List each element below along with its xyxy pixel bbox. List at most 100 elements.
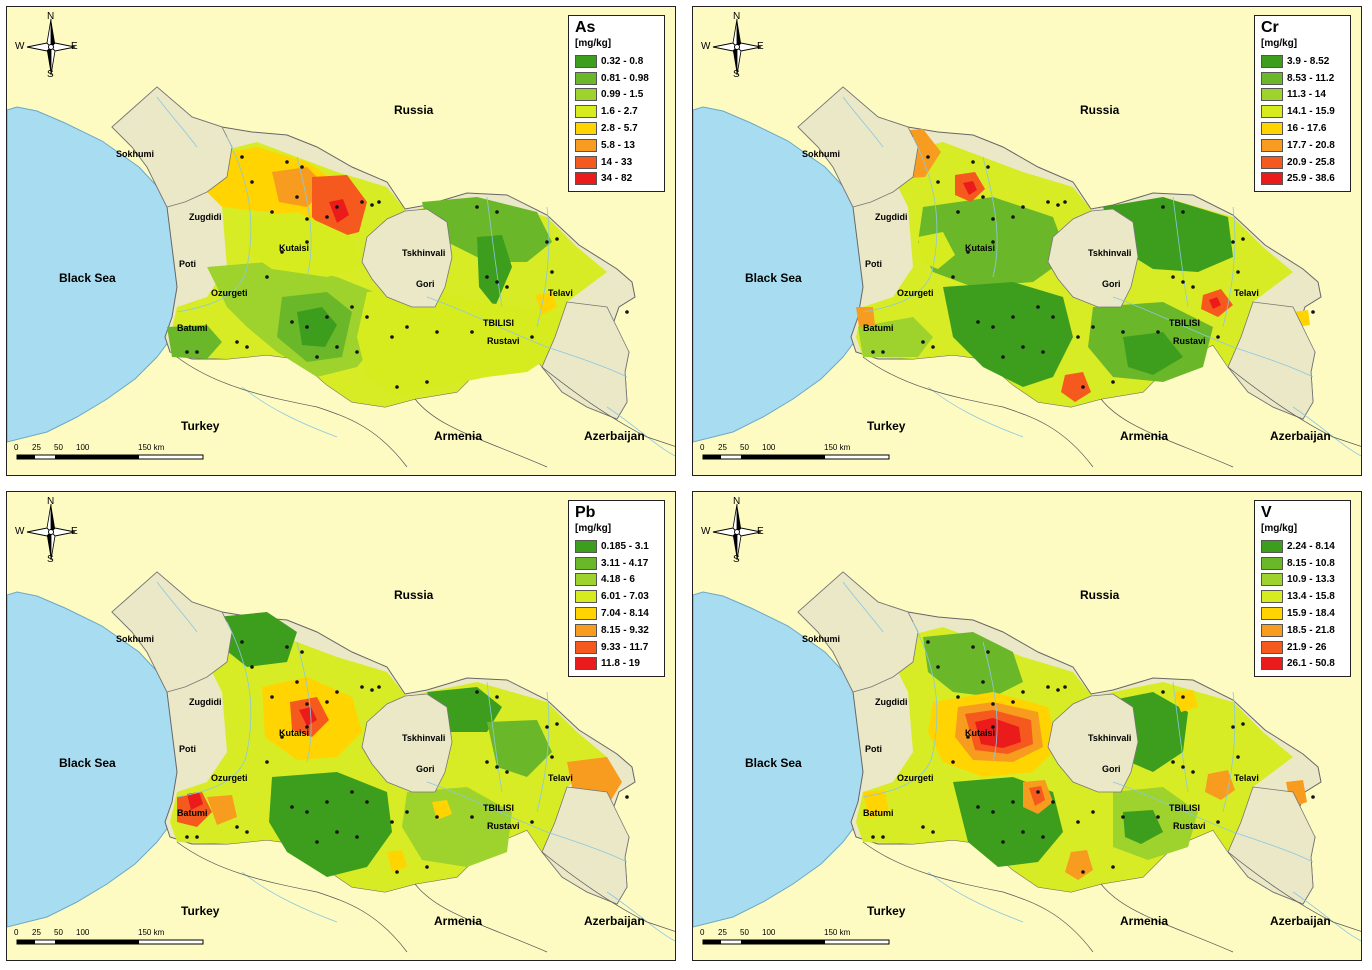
sampling-site [505, 285, 509, 289]
concentration-zone-8 [329, 199, 349, 223]
sampling-site [1111, 865, 1115, 869]
sampling-site [335, 690, 339, 694]
legend-swatch [1261, 640, 1283, 654]
legend-label: 20.9 - 25.8 [1287, 156, 1335, 168]
sampling-site [1046, 685, 1050, 689]
legend-swatch [1261, 657, 1283, 671]
legend-label: 21.9 - 26 [1287, 641, 1327, 653]
place-label-telavi: Telavi [1234, 288, 1259, 298]
compass-s-label: S [47, 554, 54, 565]
sampling-site [505, 770, 509, 774]
compass-w-label: W [701, 41, 711, 52]
sampling-site [370, 688, 374, 692]
sampling-site [285, 160, 289, 164]
legend-item: 0.99 - 1.5 [575, 87, 658, 104]
legend-label: 5.8 - 13 [601, 139, 635, 151]
legend-swatch [1261, 172, 1283, 186]
legend-item: 9.33 - 11.7 [575, 639, 658, 656]
place-label-gori: Gori [1102, 279, 1121, 289]
sampling-site [475, 690, 479, 694]
place-label-sokhumi: Sokhumi [802, 149, 841, 159]
legend-swatch [575, 71, 597, 85]
sampling-site [245, 345, 249, 349]
sampling-site [555, 722, 559, 726]
compass-n-label: N [47, 496, 55, 507]
south-ossetia-area [361, 208, 453, 308]
scale-tick-label: 50 [740, 443, 749, 452]
river [982, 641, 998, 763]
sampling-site [936, 180, 940, 184]
sampling-site [1191, 285, 1195, 289]
legend-swatch [575, 54, 597, 68]
place-label-tskhinvali: Tskhinvali [1088, 733, 1132, 743]
abkhazia-area [797, 571, 919, 693]
sampling-site [1076, 335, 1080, 339]
sampling-site [295, 195, 299, 199]
scale-tick-label: 100 [76, 928, 90, 937]
sampling-site [305, 725, 309, 729]
sampling-site [280, 250, 284, 254]
legend-item: 4.18 - 6 [575, 572, 658, 589]
river [862, 136, 938, 313]
legend-swatch [575, 573, 597, 587]
map-panel-as: Russia Turkey Armenia Azerbaijan Black Sea So… [6, 6, 676, 476]
place-label-azerbaijan: Azerbaijan [1270, 429, 1331, 443]
concentration-zone-8 [187, 792, 203, 810]
sampling-site [360, 685, 364, 689]
sampling-site [335, 205, 339, 209]
legend-label: 0.81 - 0.98 [601, 72, 649, 84]
scale-tick-label: 100 [76, 443, 90, 452]
place-label-kutaisi: Kutaisi [279, 728, 310, 738]
river [1222, 691, 1236, 813]
place-label-kutaisi: Kutaisi [965, 243, 996, 253]
sampling-site [325, 800, 329, 804]
sampling-site [1311, 310, 1315, 314]
river [1112, 296, 1314, 378]
legend-label: 11.8 - 19 [601, 658, 640, 670]
sampling-site [550, 270, 554, 274]
sampling-site [1156, 815, 1160, 819]
sampling-site [926, 155, 930, 159]
sampling-site [1191, 770, 1195, 774]
legend-swatch [575, 657, 597, 671]
sampling-site [976, 320, 980, 324]
scale-tick-label: 150 km [824, 928, 851, 937]
scale-tick-label: 25 [32, 443, 41, 452]
sampling-site [195, 350, 199, 354]
scale-tick-label: 25 [718, 443, 727, 452]
sampling-site [530, 820, 534, 824]
sampling-site [555, 237, 559, 241]
sampling-site [245, 830, 249, 834]
place-label-telavi: Telavi [548, 773, 573, 783]
concentration-zone-1 [1123, 810, 1163, 844]
legend-item: 1.6 - 2.7 [575, 103, 658, 120]
sampling-site [1081, 870, 1085, 874]
sampling-site [550, 755, 554, 759]
sampling-site [377, 200, 381, 204]
sampling-site [270, 695, 274, 699]
sampling-site [365, 800, 369, 804]
sampling-site [1021, 345, 1025, 349]
sampling-site [1011, 215, 1015, 219]
legend-swatch [1261, 573, 1283, 587]
sampling-site [1076, 820, 1080, 824]
sampling-site [971, 160, 975, 164]
place-label-armenia: Armenia [434, 429, 483, 443]
sampling-site [991, 725, 995, 729]
sampling-site [265, 275, 269, 279]
sampling-site [951, 760, 955, 764]
sampling-site [365, 315, 369, 319]
sampling-site [305, 240, 309, 244]
legend-item: 7.04 - 8.14 [575, 605, 658, 622]
legend-item: 10.9 - 13.3 [1261, 572, 1344, 589]
place-label-ozurgeti: Ozurgeti [897, 773, 934, 783]
sampling-site [1236, 270, 1240, 274]
concentration-zone-4 [918, 232, 955, 269]
sampling-site [951, 275, 955, 279]
compass-e-label: E [757, 526, 764, 537]
sampling-site [881, 835, 885, 839]
legend-swatch [575, 607, 597, 621]
sampling-site [625, 310, 629, 314]
place-label-turkey: Turkey [181, 904, 220, 918]
sampling-site [1181, 280, 1185, 284]
